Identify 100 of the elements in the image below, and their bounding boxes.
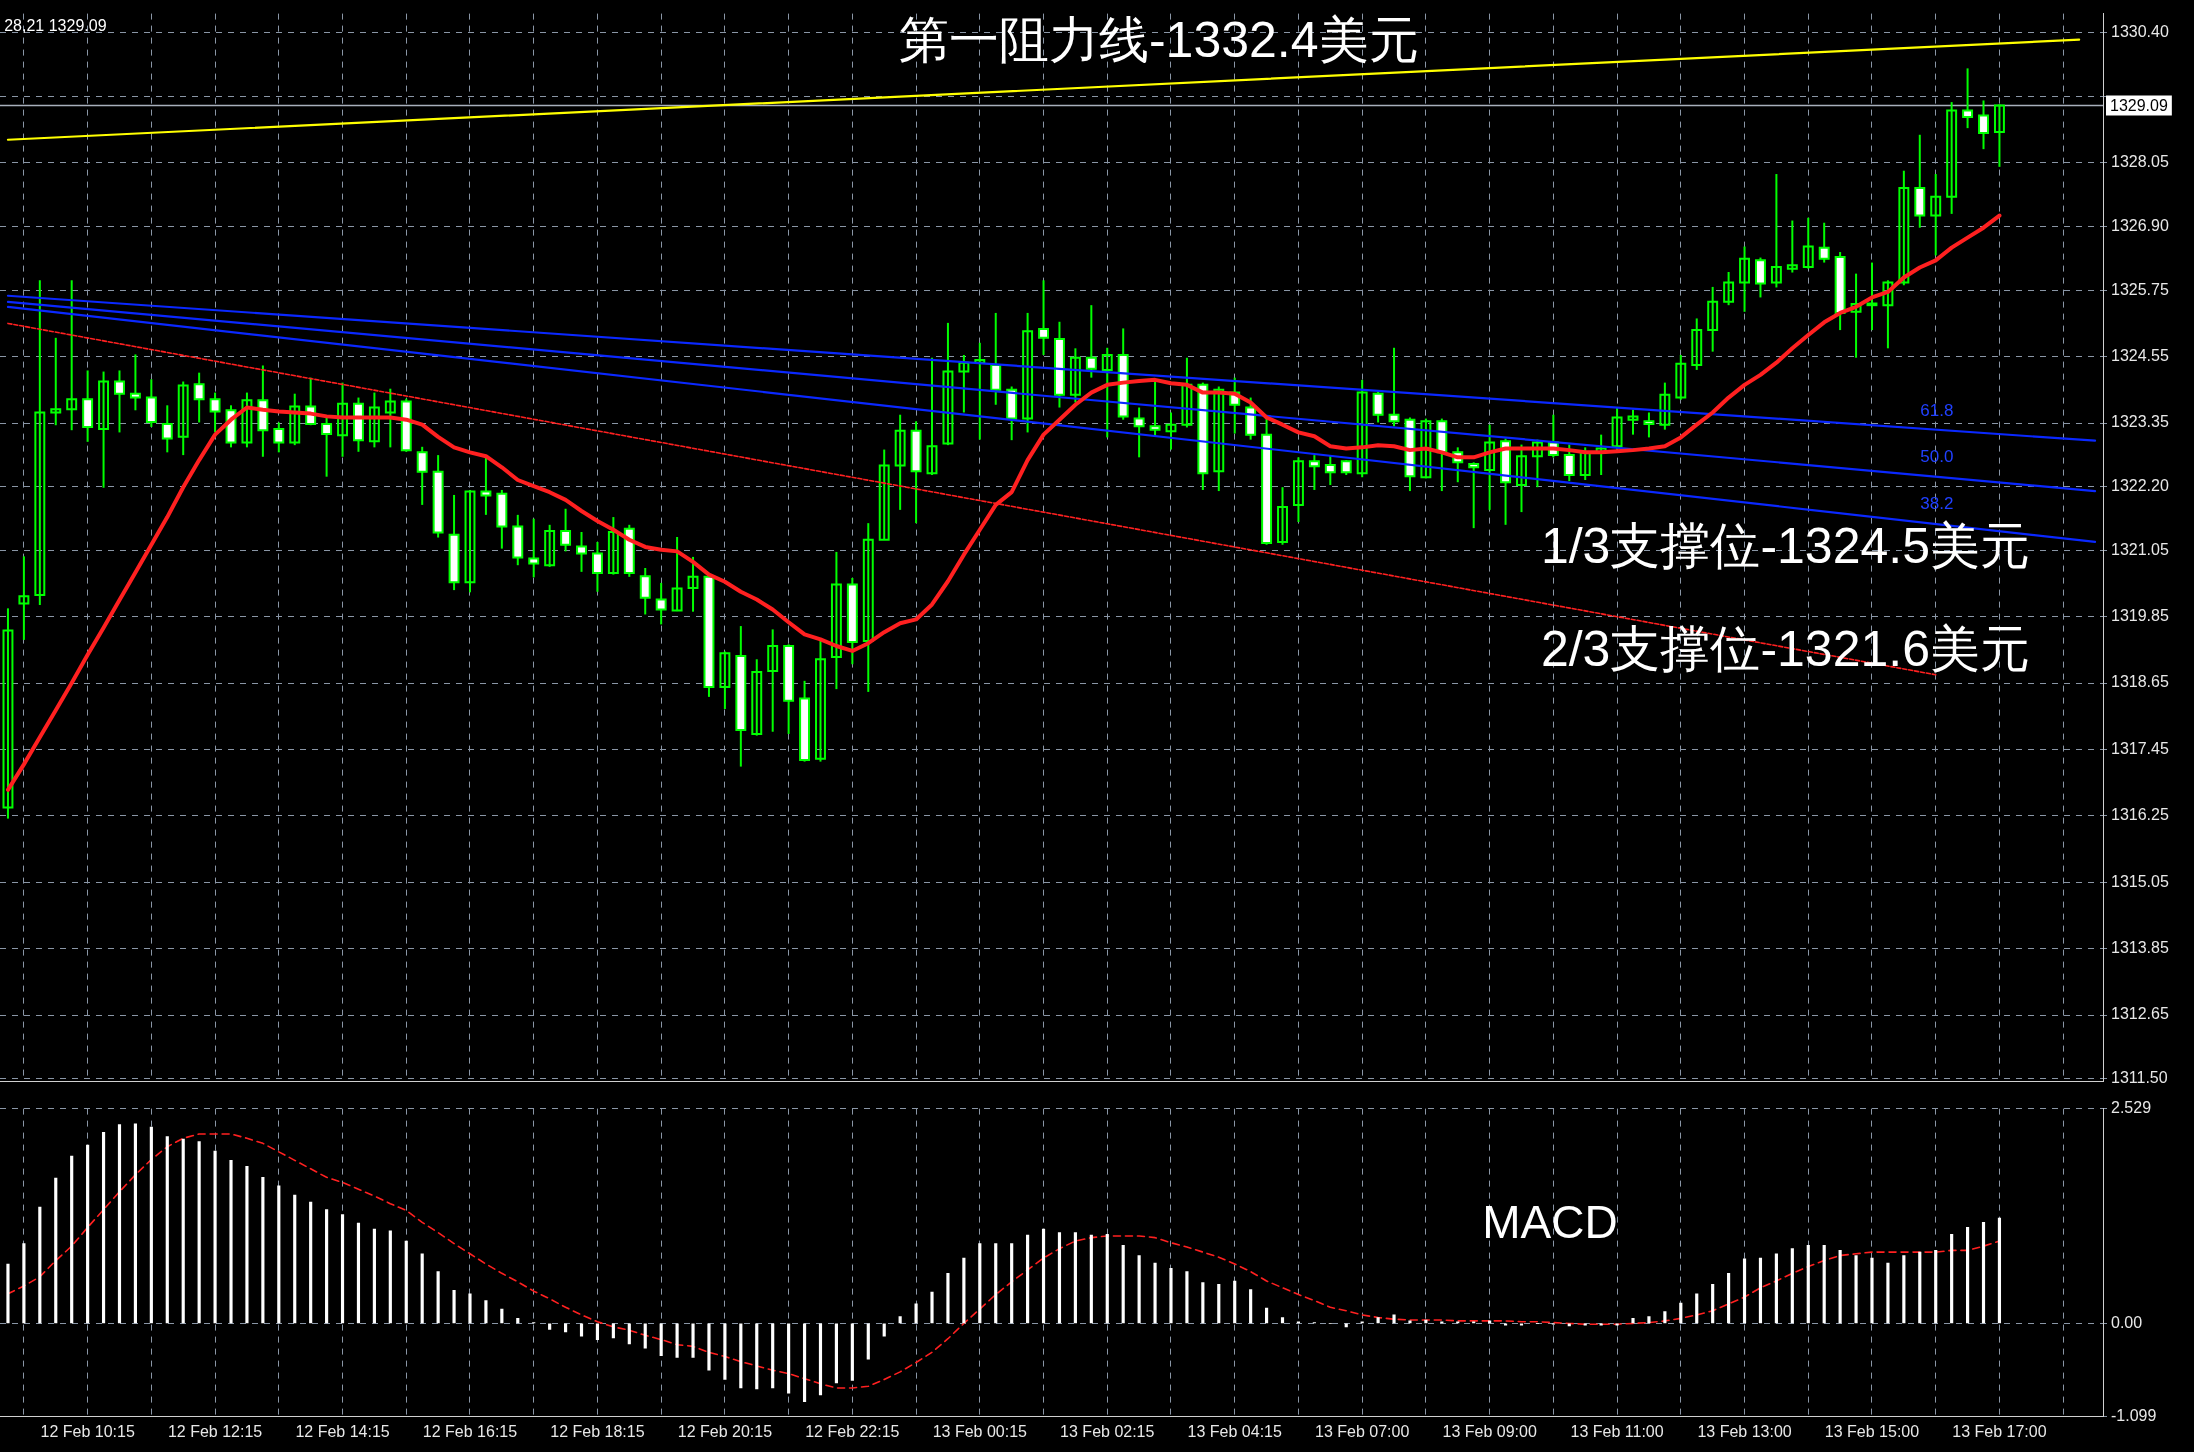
candlestick [1069, 347, 1081, 404]
candlestick [1531, 438, 1543, 489]
bar [1727, 1272, 1731, 1324]
y-tick-label: 1326.90 [2111, 217, 2169, 235]
x-tick-label: 12 Feb 18:15 [550, 1422, 645, 1440]
annotation: 50.0 [1920, 447, 1954, 467]
candlestick [1022, 311, 1034, 434]
candlestick [1882, 279, 1894, 350]
annotation: MACD [1482, 1196, 1618, 1249]
bar [1790, 1248, 1794, 1324]
bar [707, 1323, 711, 1371]
candlestick [177, 380, 189, 457]
y-tick-label: 1313.85 [2111, 939, 2169, 957]
bar [1153, 1262, 1157, 1324]
candlestick [958, 353, 970, 414]
x-tick-label: 12 Feb 16:15 [422, 1422, 518, 1440]
candlestick [1213, 385, 1225, 493]
candlestick [1484, 423, 1496, 511]
bar [1233, 1280, 1237, 1324]
bar [802, 1323, 807, 1402]
candlestick [942, 321, 954, 447]
bar [787, 1323, 791, 1394]
y-tick-label: 1322.20 [2111, 477, 2169, 495]
bar [133, 1123, 137, 1324]
bar [1822, 1244, 1826, 1324]
candlestick [878, 448, 890, 541]
annotation: 61.8 [1920, 400, 1954, 420]
candlestick [926, 356, 938, 477]
candlestick [1292, 456, 1304, 524]
y-tick-label: 1311.50 [2111, 1069, 2168, 1087]
candlestick [862, 522, 874, 693]
candlestick [1181, 356, 1193, 429]
candlestick [1993, 103, 2005, 168]
bar [1806, 1244, 1810, 1324]
bar [1041, 1228, 1046, 1324]
annotation: 38.2 [1920, 494, 1954, 514]
candlestick [1786, 219, 1798, 274]
bar [1854, 1255, 1858, 1324]
candlestick [767, 628, 779, 733]
x-tick-label: 13 Feb 04:15 [1187, 1422, 1282, 1440]
bar [245, 1165, 249, 1324]
bar [1902, 1255, 1906, 1324]
candlestick [1277, 486, 1288, 546]
x-tick-label: 13 Feb 07:00 [1315, 1422, 1410, 1440]
bar [197, 1141, 201, 1324]
candlestick [1802, 216, 1814, 270]
bar [723, 1323, 727, 1380]
annotation: 1/3支撑位-1324.5美元 [1540, 518, 2030, 575]
bar [420, 1253, 424, 1324]
candlestick [687, 555, 699, 613]
candlestick [368, 391, 380, 449]
bar [1137, 1255, 1141, 1324]
bar [1631, 1318, 1635, 1324]
y-tick-label: 1321.05 [2111, 540, 2169, 558]
x-tick-label: 13 Feb 09:00 [1442, 1422, 1537, 1440]
bar [1217, 1284, 1221, 1324]
bar [1169, 1267, 1173, 1324]
x-tick-label: 13 Feb 17:00 [1952, 1422, 2047, 1440]
bar [611, 1323, 615, 1339]
bar [898, 1316, 902, 1324]
bar [866, 1323, 870, 1360]
candlestick [894, 413, 906, 511]
bar [771, 1323, 775, 1389]
bar [1121, 1244, 1125, 1324]
candlestick [18, 555, 30, 641]
candlestick [1866, 261, 1878, 332]
candlestick [98, 370, 110, 489]
bar [994, 1243, 998, 1324]
bar [914, 1303, 918, 1324]
bar [22, 1243, 26, 1324]
x-tick-label: 12 Feb 20:15 [677, 1422, 773, 1440]
bar [978, 1243, 982, 1324]
candlestick [34, 279, 46, 607]
candlestick [719, 650, 731, 711]
bar [1249, 1289, 1253, 1324]
candlestick [1675, 353, 1687, 401]
candlestick [751, 658, 763, 737]
bar [595, 1323, 600, 1340]
bar [1376, 1317, 1380, 1324]
candlestick [289, 392, 301, 447]
candlestick [1627, 408, 1639, 436]
bar [675, 1323, 679, 1358]
bar [1392, 1314, 1396, 1324]
bar [293, 1194, 297, 1324]
bar [548, 1323, 552, 1330]
bar [1089, 1234, 1093, 1324]
bar [70, 1155, 74, 1324]
candlestick [607, 516, 619, 576]
bar [579, 1323, 584, 1337]
y-tick-label: 1319.85 [2111, 607, 2169, 625]
candlestick [1707, 285, 1719, 353]
y-tick-label: 0.00 [2111, 1313, 2143, 1331]
bar [643, 1323, 647, 1349]
bar [1774, 1253, 1778, 1324]
candlestick [1659, 381, 1671, 431]
y-tick-label: 2.529 [2111, 1099, 2152, 1117]
bar [1026, 1234, 1030, 1324]
candlestick [1723, 270, 1735, 307]
y-tick-label: 1330.40 [2111, 23, 2169, 41]
bar [356, 1222, 361, 1324]
